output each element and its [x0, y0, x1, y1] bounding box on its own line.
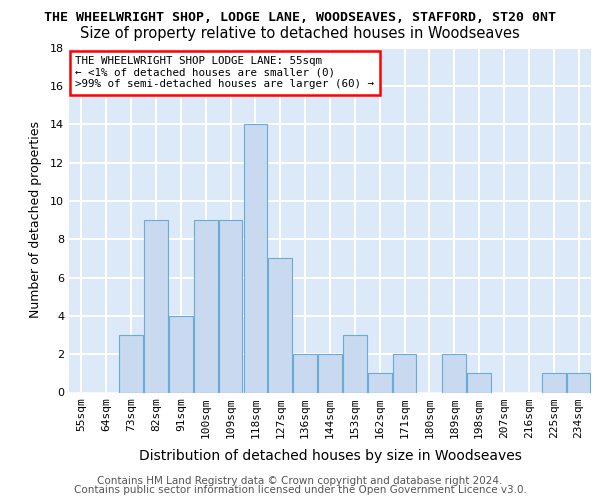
Bar [244, 124, 267, 392]
Bar [194, 220, 218, 392]
Text: THE WHEELWRIGHT SHOP, LODGE LANE, WOODSEAVES, STAFFORD, ST20 0NT: THE WHEELWRIGHT SHOP, LODGE LANE, WOODSE… [44, 11, 556, 24]
Bar [368, 374, 392, 392]
Text: THE WHEELWRIGHT SHOP LODGE LANE: 55sqm
← <1% of detached houses are smaller (0)
: THE WHEELWRIGHT SHOP LODGE LANE: 55sqm ←… [75, 56, 374, 90]
Bar [144, 220, 168, 392]
Text: Contains HM Land Registry data © Crown copyright and database right 2024.: Contains HM Land Registry data © Crown c… [97, 476, 503, 486]
Bar [119, 335, 143, 392]
Bar [268, 258, 292, 392]
X-axis label: Distribution of detached houses by size in Woodseaves: Distribution of detached houses by size … [139, 449, 521, 463]
Bar [393, 354, 416, 393]
Bar [442, 354, 466, 393]
Bar [343, 335, 367, 392]
Bar [219, 220, 242, 392]
Bar [467, 374, 491, 392]
Bar [318, 354, 342, 393]
Text: Contains public sector information licensed under the Open Government Licence v3: Contains public sector information licen… [74, 485, 526, 495]
Bar [567, 374, 590, 392]
Bar [293, 354, 317, 393]
Bar [169, 316, 193, 392]
Bar [542, 374, 566, 392]
Text: Size of property relative to detached houses in Woodseaves: Size of property relative to detached ho… [80, 26, 520, 41]
Y-axis label: Number of detached properties: Number of detached properties [29, 122, 41, 318]
